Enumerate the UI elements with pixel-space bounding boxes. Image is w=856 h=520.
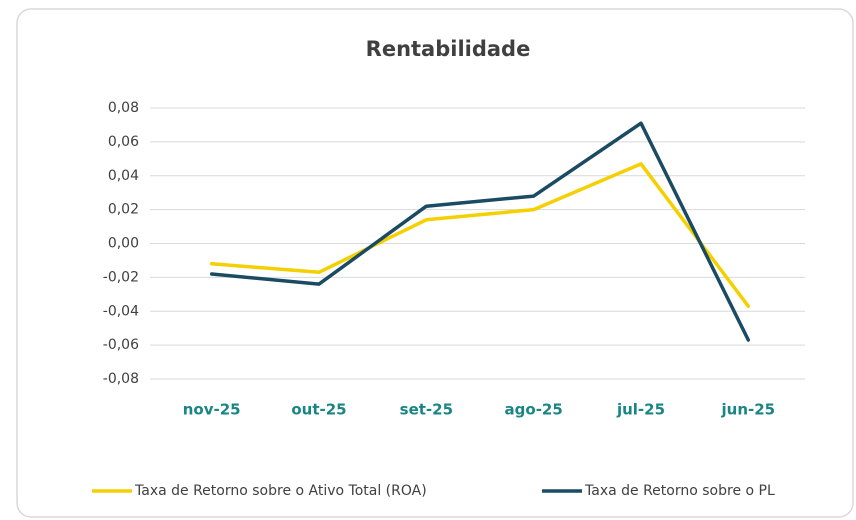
series-line: [209, 121, 751, 342]
y-tick-label: -0,04: [103, 303, 139, 319]
x-tick-label: out-25: [291, 401, 346, 419]
x-tick-label: ago-25: [505, 401, 563, 419]
y-tick-label: -0,06: [103, 337, 139, 353]
series-line: [209, 162, 751, 308]
legend-label: Taxa de Retorno sobre o PL: [584, 483, 775, 499]
legend-label: Taxa de Retorno sobre o Ativo Total (ROA…: [134, 483, 427, 499]
y-tick-label: 0,02: [108, 202, 139, 218]
chart-title: Rentabilidade: [366, 37, 531, 61]
x-tick-label: nov-25: [183, 401, 241, 419]
y-tick-label: 0,08: [108, 100, 139, 116]
y-tick-label: 0,00: [108, 236, 139, 252]
x-tick-label: jul-25: [616, 401, 665, 419]
chart-card: [16, 8, 854, 518]
y-tick-label: 0,04: [108, 168, 139, 184]
x-tick-label: set-25: [400, 401, 453, 419]
y-tick-label: -0,08: [103, 371, 139, 387]
x-tick-label: jun-25: [721, 401, 776, 419]
y-tick-label: 0,06: [108, 134, 139, 150]
y-tick-label: -0,02: [103, 269, 139, 285]
